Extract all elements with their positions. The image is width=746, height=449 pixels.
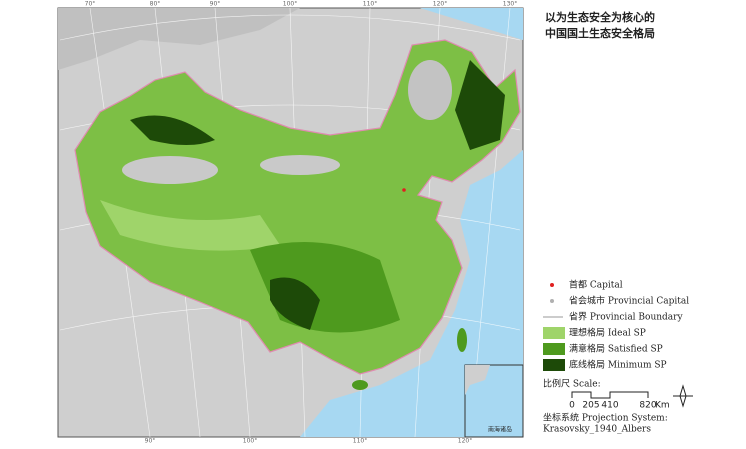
scale-tick-label: 820 bbox=[639, 401, 656, 411]
scale-unit: Km bbox=[655, 401, 670, 411]
desert-area bbox=[122, 156, 218, 184]
legend-symbol bbox=[543, 327, 565, 339]
legend-label: 理想格局 Ideal SP bbox=[569, 327, 646, 339]
scale-label: 比例尺 Scale: bbox=[543, 378, 601, 390]
inset-label: 南海诸岛 bbox=[488, 426, 512, 434]
legend-label: 满意格局 Satisfied SP bbox=[569, 343, 663, 355]
north-arrow bbox=[673, 384, 693, 408]
graticule-label: 120° bbox=[433, 1, 447, 8]
ideal-area bbox=[100, 200, 280, 251]
legend-symbol bbox=[543, 359, 565, 371]
scale-line bbox=[571, 391, 649, 399]
graticule-label: 100° bbox=[283, 1, 297, 8]
legend-symbol bbox=[550, 283, 554, 287]
scale-tick-label: 0 bbox=[569, 401, 575, 411]
north-land bbox=[58, 8, 300, 70]
scale-tick-label: 410 bbox=[601, 401, 618, 411]
graticule-label: 100° bbox=[243, 438, 257, 445]
minimum-area bbox=[130, 115, 215, 145]
graticule-label: 90° bbox=[145, 438, 156, 445]
title-line: 中国国土生态安全格局 bbox=[545, 26, 655, 40]
title-line: 以为生态安全为核心的 bbox=[545, 10, 655, 24]
projection-text: 坐标系统 Projection System: bbox=[543, 412, 668, 424]
graticule-label: 90° bbox=[210, 1, 221, 8]
grassland-area bbox=[408, 60, 452, 120]
minimum-area bbox=[455, 60, 505, 150]
capital-marker bbox=[402, 188, 406, 192]
legend-symbol bbox=[550, 299, 554, 303]
legend-label: 底线格局 Minimum SP bbox=[569, 359, 667, 371]
graticule-label: 80° bbox=[150, 1, 161, 8]
scale-tick-label: 205 bbox=[582, 401, 599, 411]
legend-label: 首都 Capital bbox=[569, 279, 623, 291]
legend-symbol bbox=[543, 343, 565, 355]
legend: 首都 Capital 省会城市 Provincial Capital 省界 Prov… bbox=[543, 279, 689, 371]
legend-label: 省界 Provincial Boundary bbox=[569, 311, 683, 323]
graticule-labels: 70° 80° 90° 100° 110° 120° 130° 90° 100° 110° 120° bbox=[85, 1, 518, 445]
graticule-label: 110° bbox=[353, 438, 367, 445]
sea bbox=[300, 8, 523, 437]
projection-text: Krasovsky_1940_Albers bbox=[543, 425, 651, 435]
desert-area bbox=[260, 155, 340, 175]
minimum-area bbox=[270, 277, 320, 330]
taiwan bbox=[457, 328, 467, 352]
graticule-label: 120° bbox=[458, 438, 472, 445]
hainan bbox=[352, 380, 368, 390]
graticule-label: 70° bbox=[85, 1, 96, 8]
legend-label: 省会城市 Provincial Capital bbox=[569, 295, 689, 307]
graticule-label: 110° bbox=[363, 1, 377, 8]
graticule-label: 130° bbox=[503, 1, 517, 8]
inset-land bbox=[465, 365, 490, 395]
